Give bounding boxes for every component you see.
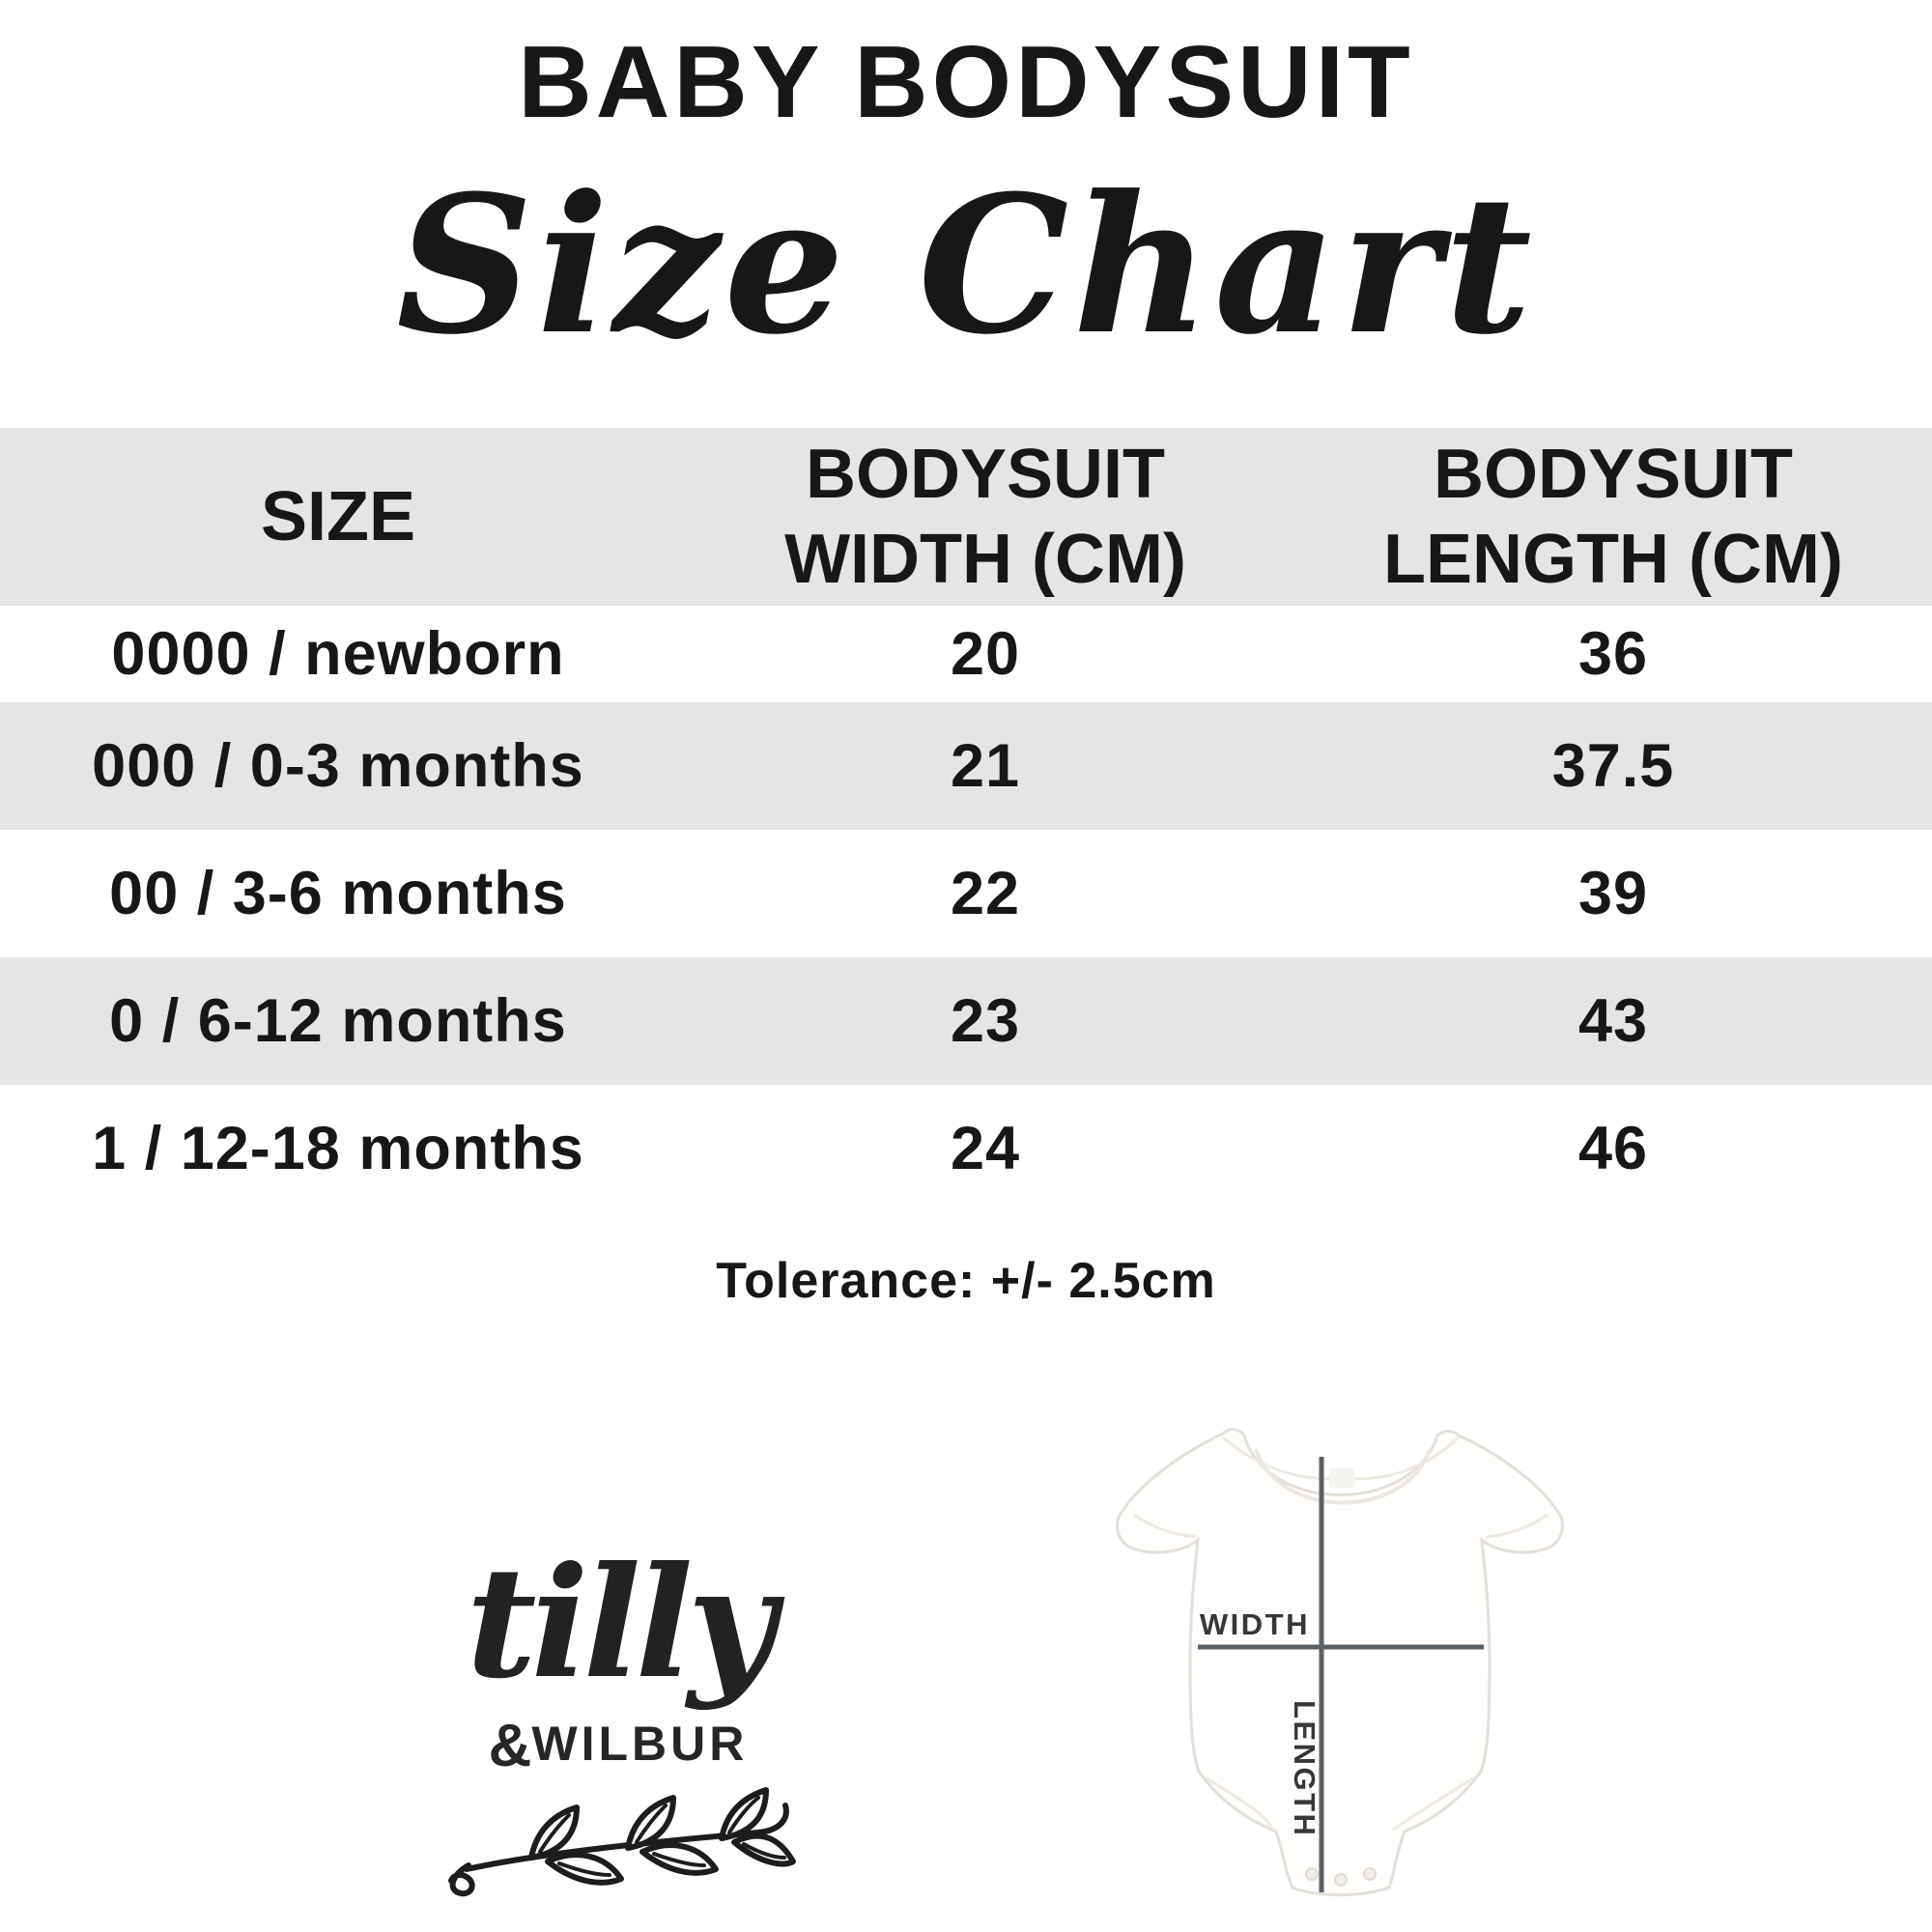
page-title: BABY BODYSUIT xyxy=(518,25,1414,139)
width-cell: 23 xyxy=(950,987,1021,1055)
snap-button xyxy=(1305,1867,1319,1881)
table-row: 0 / 6-12 months 23 43 xyxy=(0,957,1932,1085)
header-line: BODYSUIT xyxy=(805,436,1166,513)
bodysuit-diagram: WIDTH LENGTH xyxy=(1115,1428,1565,1896)
snap-button xyxy=(1334,1873,1348,1887)
logo-wordmark: &WILBUR xyxy=(415,1714,821,1776)
page-subtitle: Size Chart xyxy=(396,155,1536,377)
header-line: BODYSUIT xyxy=(1433,436,1794,513)
length-cell: 39 xyxy=(1577,860,1649,927)
table-row: 1 / 12-18 months 24 46 xyxy=(0,1085,1932,1212)
brand-logo: tilly &WILBUR xyxy=(415,1534,821,1903)
laurel-branch-icon xyxy=(448,1787,796,1897)
size-cell: 000 / 0-3 months xyxy=(92,732,584,800)
width-cell: 20 xyxy=(950,620,1021,688)
header-line: WIDTH (CM) xyxy=(784,521,1186,598)
width-cell: 24 xyxy=(950,1115,1021,1182)
width-label: WIDTH xyxy=(1200,1607,1310,1641)
table-row: 00 / 3-6 months 22 39 xyxy=(0,830,1932,957)
header-line: LENGTH (CM) xyxy=(1383,521,1843,598)
neck-tag xyxy=(1329,1468,1354,1488)
length-cell: 43 xyxy=(1577,987,1649,1055)
length-cell: 37.5 xyxy=(1551,732,1675,800)
logo-ampersand: & xyxy=(488,1713,532,1779)
table-row: 0000 / newborn 20 36 xyxy=(0,606,1932,702)
table-row: 000 / 0-3 months 21 37.5 xyxy=(0,702,1932,830)
length-cell: 46 xyxy=(1577,1115,1649,1182)
size-cell: 0000 / newborn xyxy=(111,620,565,688)
size-cell: 00 / 3-6 months xyxy=(109,860,567,927)
size-table: SIZE BODYSUIT WIDTH (CM) BODYSUIT LENGTH… xyxy=(0,428,1932,1212)
tolerance-note: Tolerance: +/- 2.5cm xyxy=(716,1253,1216,1309)
size-cell: 0 / 6-12 months xyxy=(109,987,567,1055)
width-cell: 22 xyxy=(950,860,1021,927)
length-label: LENGTH xyxy=(1288,1700,1321,1837)
column-header-width: BODYSUIT WIDTH (CM) xyxy=(676,428,1294,606)
logo-script-text: tilly xyxy=(466,1534,777,1713)
length-cell: 36 xyxy=(1577,620,1649,688)
logo-word: WILBUR xyxy=(531,1717,749,1771)
column-header-length: BODYSUIT LENGTH (CM) xyxy=(1294,428,1932,606)
header-line: SIZE xyxy=(260,478,416,555)
table-header-row: SIZE BODYSUIT WIDTH (CM) BODYSUIT LENGTH… xyxy=(0,428,1932,606)
bodysuit-outline xyxy=(1115,1428,1565,1896)
size-cell: 1 / 12-18 months xyxy=(92,1115,584,1182)
snap-button xyxy=(1363,1867,1377,1881)
column-header-size: SIZE xyxy=(0,428,676,606)
width-cell: 21 xyxy=(950,732,1021,800)
